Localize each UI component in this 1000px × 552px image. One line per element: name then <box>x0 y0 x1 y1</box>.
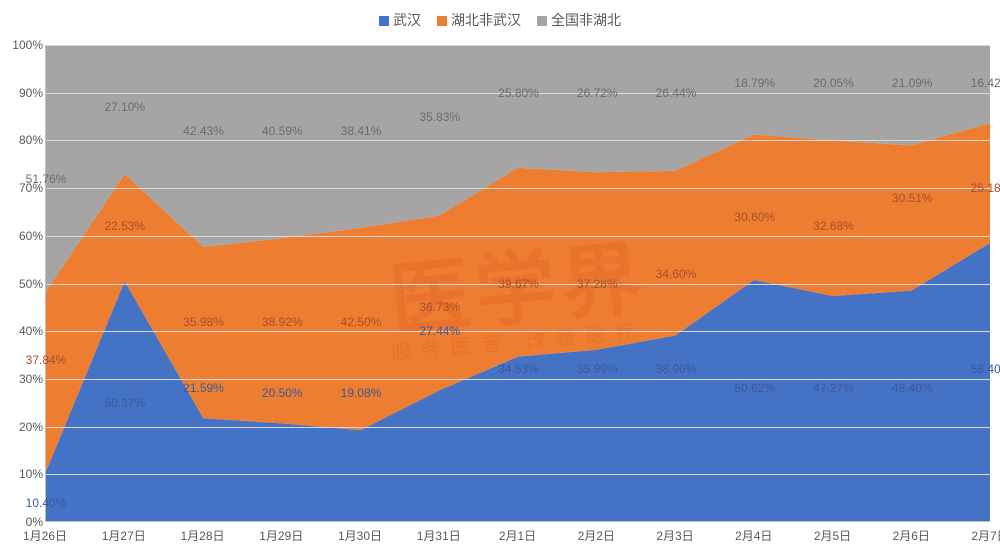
legend-swatch <box>379 16 389 26</box>
gridline <box>46 93 990 94</box>
ytick-label: 100% <box>5 38 43 52</box>
xtick-label: 2月4日 <box>735 527 772 544</box>
ytick-label: 20% <box>5 420 43 434</box>
gridline <box>46 331 990 332</box>
xtick-label: 1月29日 <box>259 527 303 544</box>
legend-item: 全国非湖北 <box>537 10 621 30</box>
xtick-label: 1月27日 <box>102 527 146 544</box>
ytick-label: 90% <box>5 86 43 100</box>
ytick-label: 60% <box>5 229 43 243</box>
gridline <box>46 474 990 475</box>
xtick-label: 1月30日 <box>338 527 382 544</box>
ytick-label: 40% <box>5 324 43 338</box>
xtick-label: 2月3日 <box>656 527 693 544</box>
legend-label: 湖北非武汉 <box>451 12 521 28</box>
plot-area: 医学界 服务医者 改善医疗 10.40%50.37%21.59%20.50%19… <box>45 45 990 522</box>
xtick-label: 2月5日 <box>814 527 851 544</box>
ytick-label: 10% <box>5 467 43 481</box>
xtick-label: 2月7日 <box>971 527 1000 544</box>
xtick-label: 2月1日 <box>499 527 536 544</box>
gridline <box>46 284 990 285</box>
ytick-label: 80% <box>5 133 43 147</box>
gridline <box>46 188 990 189</box>
legend-swatch <box>537 16 547 26</box>
stacked-area-chart: 武汉 湖北非武汉 全国非湖北 医学界 服务医者 改善医疗 10.40%50.37%2… <box>0 0 1000 552</box>
ytick-label: 50% <box>5 277 43 291</box>
gridline <box>46 45 990 46</box>
xtick-label: 2月2日 <box>578 527 615 544</box>
ytick-label: 30% <box>5 372 43 386</box>
legend-label: 武汉 <box>393 12 421 28</box>
ytick-label: 70% <box>5 181 43 195</box>
legend-label: 全国非湖北 <box>551 12 621 28</box>
gridline <box>46 427 990 428</box>
legend-item: 武汉 <box>379 10 421 30</box>
gridline <box>46 236 990 237</box>
legend: 武汉 湖北非武汉 全国非湖北 <box>0 10 1000 30</box>
legend-item: 湖北非武汉 <box>437 10 521 30</box>
xtick-label: 1月31日 <box>417 527 461 544</box>
xtick-label: 1月28日 <box>180 527 224 544</box>
xtick-label: 2月6日 <box>893 527 930 544</box>
legend-swatch <box>437 16 447 26</box>
gridline <box>46 379 990 380</box>
gridline <box>46 140 990 141</box>
xtick-label: 1月26日 <box>23 527 67 544</box>
